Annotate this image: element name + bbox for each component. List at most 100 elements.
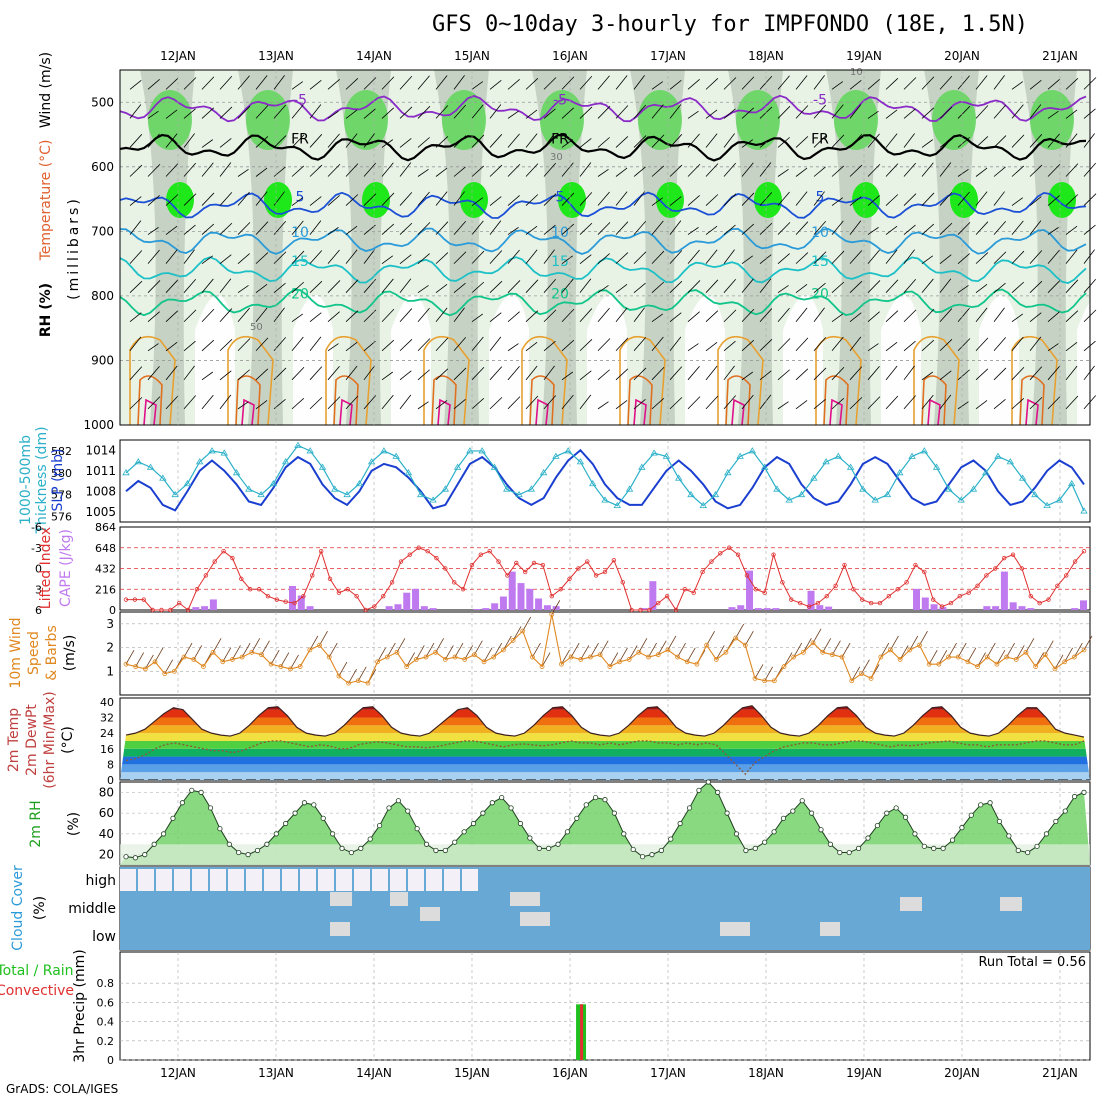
wind-barb	[715, 645, 725, 660]
thickness-marker	[724, 469, 732, 476]
wind-barb	[522, 616, 532, 632]
pressure-tick-label: 600	[91, 160, 114, 174]
wind-barb	[381, 223, 395, 235]
li-tick-label: -3	[31, 542, 42, 555]
wind-barb	[237, 75, 250, 90]
wind-speed-marker	[413, 657, 419, 662]
wind-barb	[201, 308, 215, 323]
wind-barb	[1029, 80, 1042, 90]
rh-bright-patch	[754, 182, 782, 218]
wind-barb	[453, 191, 465, 206]
lifted-index-marker	[1081, 549, 1087, 554]
bottom-date-label: 17JAN	[650, 1066, 686, 1080]
wind-barb	[561, 308, 575, 323]
wind-barb	[291, 397, 305, 410]
wind-speed-marker	[636, 649, 642, 655]
slp-tick-label: 1011	[85, 464, 116, 478]
wind-barb	[464, 645, 474, 660]
wind-barb	[903, 162, 916, 177]
wind-speed-marker	[723, 649, 729, 655]
slp-line	[125, 448, 1085, 512]
wind-legend-label: Wind (m/s)	[38, 52, 54, 128]
wind-speed-marker	[1081, 647, 1087, 653]
thickness-marker	[232, 469, 241, 476]
wind-barb	[759, 254, 772, 264]
bottom-date-label: 16JAN	[552, 1066, 588, 1080]
thickness-tick-label: 582	[51, 445, 72, 458]
rh-marker	[132, 855, 138, 861]
wind-barb	[255, 252, 269, 264]
wind-barb	[129, 312, 142, 323]
rh-bright-patch	[1048, 182, 1076, 218]
wind-barb	[921, 107, 935, 119]
wind-barb	[417, 75, 430, 90]
lifted-index-marker	[487, 549, 492, 554]
cape-bar	[772, 608, 780, 610]
wind-tick-label: 2	[106, 641, 114, 655]
lifted-index-marker	[718, 551, 723, 556]
wind-barb	[255, 400, 268, 410]
wind-barb	[939, 138, 952, 148]
rh-legend-label: RH (%)	[38, 283, 54, 337]
wind-speed-marker	[442, 657, 448, 662]
wind-barb	[849, 164, 863, 177]
lifted-index-marker	[452, 580, 457, 585]
wind-barb	[669, 80, 682, 90]
wind-speed-marker	[907, 647, 913, 653]
wind-barb	[777, 222, 791, 235]
thickness-marker	[392, 452, 400, 459]
contour-label: -5	[293, 93, 307, 109]
wind-speed-marker	[181, 654, 187, 660]
warm-contour	[725, 375, 751, 426]
wind-barb	[471, 81, 484, 90]
rh-marker	[189, 787, 195, 793]
thickness-marker	[195, 458, 204, 465]
wind-barb	[849, 397, 863, 410]
wind-barb	[687, 249, 700, 264]
wind-barb	[291, 366, 305, 381]
thickness-marker	[306, 447, 314, 454]
rh-marker	[724, 810, 730, 816]
thickness-marker	[1031, 490, 1039, 498]
temp-axis-label: 2m Temp	[6, 708, 22, 772]
wind-speed-marker	[994, 661, 1000, 667]
wind-barb	[921, 339, 935, 352]
wind-speed-marker	[191, 657, 197, 662]
wind-barb	[813, 135, 827, 148]
temp-band	[120, 705, 1090, 710]
wind-barb	[885, 395, 899, 410]
wind-barb	[777, 253, 790, 264]
wind-barb	[849, 336, 862, 352]
hot-contour	[535, 398, 549, 426]
wind-barb	[687, 365, 700, 381]
thickness-tick-label: 576	[51, 511, 72, 524]
wind-barb	[723, 77, 737, 90]
wind-barb	[841, 642, 851, 658]
wind-barb	[183, 340, 196, 352]
wind-speed-marker	[859, 671, 864, 677]
wind-speed-marker	[568, 654, 574, 660]
wind-barb	[885, 249, 898, 264]
rh-marker	[395, 798, 401, 804]
wind-barb	[975, 337, 989, 352]
wind-barb	[273, 135, 287, 148]
wind-barb	[903, 193, 917, 206]
wind-barb	[831, 81, 844, 90]
lifted-index-marker	[975, 583, 980, 588]
lifted-index-marker	[389, 580, 395, 585]
wind-barb	[903, 279, 916, 293]
pressure-tick-label: 1000	[83, 418, 114, 432]
wind-barb	[1083, 249, 1095, 264]
lifted-index-marker	[1001, 555, 1007, 561]
cloud-clear-block	[138, 869, 154, 891]
rh-marker	[837, 849, 843, 856]
wind-barb	[777, 369, 790, 381]
wind-barb	[648, 642, 657, 658]
wind-speed-line	[125, 614, 1085, 684]
rh-marker	[414, 826, 420, 832]
wind-barb	[435, 638, 445, 653]
wind-barb	[1025, 638, 1035, 653]
rh-marker	[489, 800, 495, 806]
wind-barb	[543, 162, 556, 177]
rh-marker	[499, 794, 505, 801]
